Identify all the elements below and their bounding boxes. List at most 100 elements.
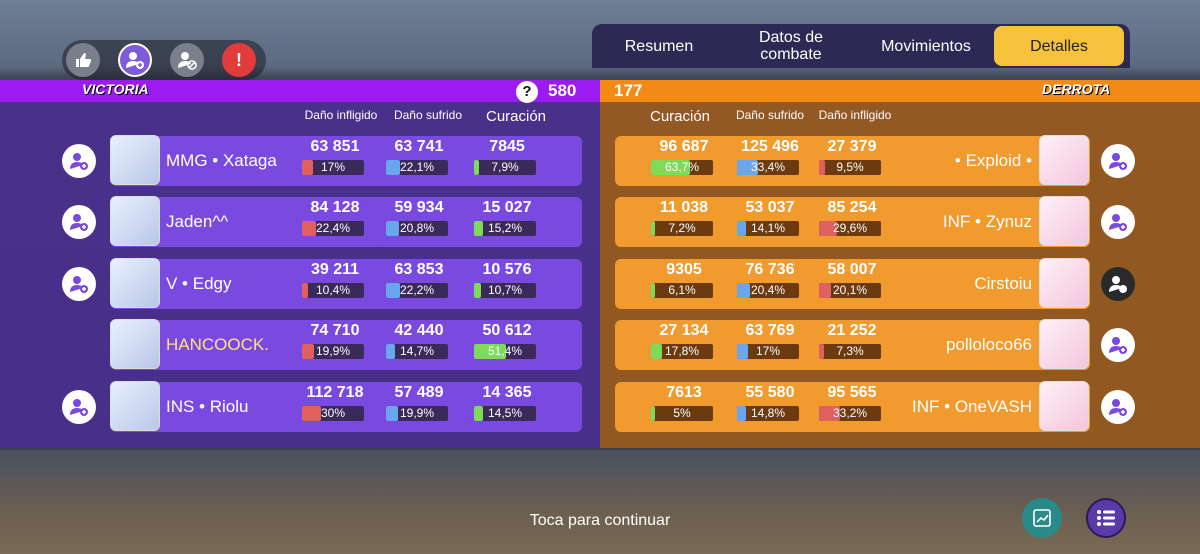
- percent-bar: 20,1%: [819, 283, 881, 298]
- menu-list-icon[interactable]: [1086, 498, 1126, 538]
- header-damage-dealt-right: Daño infligido: [818, 108, 892, 122]
- percent-fill: [651, 344, 663, 359]
- percent-fill: [386, 344, 396, 359]
- add-friend-icon[interactable]: [118, 43, 152, 77]
- percent-fill: [386, 221, 399, 236]
- player-row-left[interactable]: V • Edgy 39 211 10,4% 63 853 22,2% 10 576 10,7…: [110, 258, 582, 309]
- add-friend-icon[interactable]: [1101, 328, 1135, 362]
- tab-resumen[interactable]: Resumen: [624, 37, 694, 55]
- stat-value: 42 440: [394, 322, 444, 339]
- help-icon[interactable]: ?: [516, 81, 538, 103]
- player-row-right[interactable]: INF • Zynuz 11 038 7,2% 53 037 14,1% 85 254 29…: [615, 196, 1090, 247]
- add-friend-icon[interactable]: [1101, 267, 1135, 301]
- stat-value: 63 851: [310, 138, 360, 155]
- tab-datos-combate[interactable]: Datos de combate: [758, 29, 824, 63]
- block-user-icon[interactable]: [170, 43, 204, 77]
- add-friend-icon[interactable]: [1101, 390, 1135, 424]
- stat-value: 9305: [666, 261, 702, 278]
- percent-bar: 7,2%: [651, 221, 713, 236]
- tap-to-continue[interactable]: Toca para continuar: [529, 512, 671, 529]
- percent-fill: [651, 406, 655, 421]
- stat-value: 21 252: [827, 322, 877, 339]
- player-row-left[interactable]: MMG • Xataga 63 851 17% 63 741 22,1% 7845 7,9%: [110, 135, 582, 186]
- add-friend-icon[interactable]: [62, 205, 96, 239]
- percent-text: 19,9%: [399, 406, 435, 420]
- percent-fill: [474, 283, 481, 298]
- percent-text: 20,1%: [832, 283, 868, 297]
- header-healing-right: Curación: [649, 108, 711, 125]
- add-friend-icon[interactable]: [62, 390, 96, 424]
- percent-text: 5%: [673, 406, 691, 420]
- percent-fill: [302, 283, 309, 298]
- background-stage: [0, 450, 1200, 554]
- tab-bar: Resumen Datos de combate Movimientos Det…: [592, 24, 1130, 68]
- player-row-right[interactable]: polloloco66 27 134 17,8% 63 769 17% 21 252 7,3…: [615, 319, 1090, 370]
- player-row-left[interactable]: INS • Riolu 112 718 30% 57 489 19,9% 14 365 14…: [110, 381, 582, 432]
- player-name: V • Edgy: [166, 274, 232, 293]
- player-name: Cirstoiu: [974, 274, 1032, 293]
- player-row-left[interactable]: Jaden^^ 84 128 22,4% 59 934 20,8% 15 027 15,2%: [110, 196, 582, 247]
- stat-value: 10 576: [482, 261, 532, 278]
- percent-text: 14,1%: [750, 221, 786, 235]
- defeat-label: DERROTA: [1042, 81, 1111, 97]
- tab-movimientos[interactable]: Movimientos: [881, 37, 971, 55]
- percent-text: 10,4%: [315, 283, 351, 297]
- percent-bar: 14,1%: [737, 221, 799, 236]
- stat-value: 95 565: [827, 384, 877, 401]
- percent-bar: 10,4%: [302, 283, 364, 298]
- player-name: • Exploid •: [954, 151, 1032, 170]
- pokemon-portrait: [110, 258, 160, 308]
- pokemon-portrait: [110, 135, 160, 185]
- player-name: Jaden^^: [166, 212, 229, 231]
- stat-value: 58 007: [827, 261, 877, 278]
- stat-value: 7845: [489, 138, 525, 155]
- percent-fill: [737, 160, 758, 175]
- report-icon[interactable]: !: [222, 43, 256, 77]
- stat-value: 63 769: [745, 322, 795, 339]
- percent-text: 7,9%: [491, 160, 519, 174]
- stat-value: 39 211: [310, 261, 360, 278]
- score-right: 177: [614, 81, 643, 100]
- percent-fill: [651, 160, 691, 175]
- percent-text: 22,4%: [315, 221, 351, 235]
- percent-fill: [651, 221, 656, 236]
- add-friend-icon[interactable]: [62, 144, 96, 178]
- pokemon-portrait: [1039, 258, 1089, 308]
- percent-fill: [737, 283, 750, 298]
- stat-value: 59 934: [394, 199, 444, 216]
- stat-value: 85 254: [827, 199, 877, 216]
- stat-value: 74 710: [310, 322, 360, 339]
- pokemon-portrait: [1039, 135, 1089, 185]
- stat-value: 7613: [666, 384, 702, 401]
- percent-text: 63,7%: [664, 160, 700, 174]
- percent-text: 51,4%: [487, 344, 523, 358]
- add-friend-icon[interactable]: [62, 267, 96, 301]
- add-friend-icon[interactable]: [1101, 144, 1135, 178]
- percent-text: 22,2%: [399, 283, 435, 297]
- pokemon-portrait: [110, 381, 160, 431]
- stats-chart-icon[interactable]: [1022, 498, 1062, 538]
- thumbs-up-icon[interactable]: [66, 43, 100, 77]
- percent-text: 15,2%: [487, 221, 523, 235]
- player-row-right[interactable]: Cirstoiu 9305 6,1% 76 736 20,4% 58 007 20,1%: [615, 258, 1090, 309]
- player-row-right[interactable]: • Exploid • 96 687 63,7% 125 496 33,4% 27 379…: [615, 135, 1090, 186]
- percent-bar: 6,1%: [651, 283, 713, 298]
- percent-bar: 29,6%: [819, 221, 881, 236]
- player-name: INF • Zynuz: [942, 212, 1032, 231]
- percent-fill: [819, 344, 824, 359]
- percent-text: 17,8%: [664, 344, 700, 358]
- percent-fill: [386, 283, 400, 298]
- percent-fill: [651, 283, 655, 298]
- percent-bar: 63,7%: [651, 160, 713, 175]
- percent-fill: [474, 160, 479, 175]
- percent-bar: 22,1%: [386, 160, 448, 175]
- player-row-left[interactable]: HANCOOCK. 74 710 19,9% 42 440 14,7% 50 612 51,…: [110, 319, 582, 370]
- victory-label: VICTORIA: [82, 81, 149, 97]
- stat-value: 27 379: [827, 138, 877, 155]
- percent-fill: [386, 160, 400, 175]
- pokemon-portrait: [1039, 196, 1089, 246]
- tab-detalles[interactable]: Detalles: [994, 26, 1124, 66]
- add-friend-icon[interactable]: [1101, 205, 1135, 239]
- player-row-right[interactable]: INF • OneVASH 7613 5% 55 580 14,8% 95 565 33,2…: [615, 381, 1090, 432]
- percent-fill: [302, 406, 321, 421]
